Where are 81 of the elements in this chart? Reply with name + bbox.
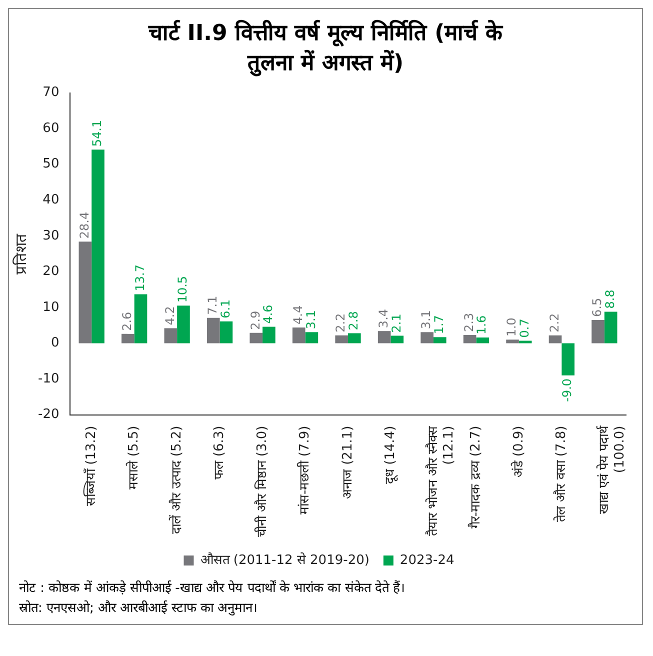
bar [390, 336, 404, 344]
data-label: 4.2 [162, 306, 177, 326]
data-label: 2.2 [334, 314, 348, 333]
y-tick-label: 10 [42, 300, 60, 316]
bar [305, 332, 318, 344]
x-tick-label: तेल और वसा (7.8) [553, 426, 570, 522]
bar [134, 294, 148, 344]
data-label: 2.1 [389, 314, 404, 334]
bar [420, 332, 434, 344]
legend-label: औसत (2011-12 से 2019-20) [200, 552, 370, 568]
x-tick-label: दूध (14.4) [383, 426, 398, 484]
chart-title: चार्ट II.9 वित्तीय वर्ष मूल्य निर्मिति (मार्च के तुलना में अगस्त में) [147, 18, 504, 78]
y-tick-label: 50 [42, 157, 60, 172]
x-tick-label: सब्जियाँ (13.2) [82, 426, 99, 506]
y-tick-label: 60 [42, 121, 60, 136]
data-label: 2.6 [120, 312, 134, 332]
y-tick-label: -10 [38, 372, 60, 387]
x-tick-label: गैर-मादक द्रव्य (2.7) [468, 426, 484, 529]
data-label: 7.1 [206, 296, 220, 316]
data-label: 1.7 [432, 315, 446, 335]
bar [335, 336, 348, 344]
x-tick-label: मसाले (5.5) [126, 426, 142, 490]
text: नोट : कोष्ठक में आंकड़े सीपीआई -खाद्य और पेय पदार्थों के भारांक का संकेत देते हैं। [19, 579, 406, 598]
x-tick-label: मांस-मछली (7.9) [296, 426, 313, 515]
bar [78, 242, 92, 344]
data-label: 6.1 [218, 300, 232, 319]
data-label: 0.7 [517, 319, 532, 338]
bar [476, 338, 490, 344]
bar [548, 336, 562, 344]
data-label: 2.3 [462, 313, 476, 332]
bar [592, 320, 604, 344]
bar [92, 150, 104, 344]
bar [250, 333, 263, 344]
x-tick-label: चीनी और मिष्ठान (3.0) [254, 426, 270, 538]
data-label: 1.0 [504, 318, 519, 338]
bar [348, 334, 361, 344]
x-tick-label: तैयार भोजन और स्नैक्स (12.1) [424, 426, 456, 537]
bar [506, 340, 519, 344]
data-label: 54.1 [90, 120, 104, 148]
bar [220, 322, 233, 344]
data-label: 28.4 [77, 212, 92, 240]
x-tick-label: खाद्य एवं पेय पदार्थ (100.0) [596, 425, 628, 515]
y-tick-label: 70 [42, 86, 60, 101]
y-tick-label: 40 [42, 192, 60, 208]
bar [292, 328, 306, 344]
data-label: 3.1 [304, 310, 318, 330]
bar [518, 341, 532, 344]
bar [378, 331, 391, 344]
bar [562, 344, 574, 376]
y-tick-label: -20 [38, 408, 60, 423]
bar [177, 306, 190, 344]
x-tick-label: अनाज (21.1) [340, 426, 356, 500]
y-axis-title: प्रतिशत [12, 234, 30, 275]
data-label: 2.8 [346, 311, 361, 331]
bar [433, 338, 446, 344]
data-label: 6.5 [590, 298, 604, 318]
x-tick-label: दालें और उत्पाद (5.2) [168, 426, 184, 534]
text: स्रोत: एनएसओ; और आरबीआई स्टाफ का अनुमान। [19, 599, 259, 618]
legend-label: 2023-24 [400, 553, 454, 568]
bar [122, 334, 134, 344]
data-label: 1.6 [474, 316, 489, 335]
data-label: 4.6 [261, 305, 276, 324]
data-label: 3.4 [376, 309, 390, 328]
bar [604, 312, 618, 344]
x-tick-label: फल (6.3) [212, 426, 228, 480]
y-tick-label: 0 [50, 336, 60, 351]
data-label: 13.7 [132, 264, 147, 292]
y-tick-label: 30 [42, 228, 60, 244]
data-label: 3.1 [419, 310, 434, 330]
bar [164, 328, 178, 344]
data-label: 2.9 [248, 311, 262, 330]
data-label: 2.2 [547, 314, 562, 333]
data-label: 4.4 [290, 306, 305, 325]
data-label: -9.0 [560, 378, 574, 402]
data-label: 10.5 [176, 276, 190, 304]
y-tick-label: 20 [42, 264, 60, 280]
bar [262, 327, 276, 344]
bar [463, 335, 476, 344]
x-tick-label: अंडे (0.9) [510, 426, 526, 478]
data-label: 8.8 [602, 290, 617, 310]
bar [206, 318, 220, 344]
